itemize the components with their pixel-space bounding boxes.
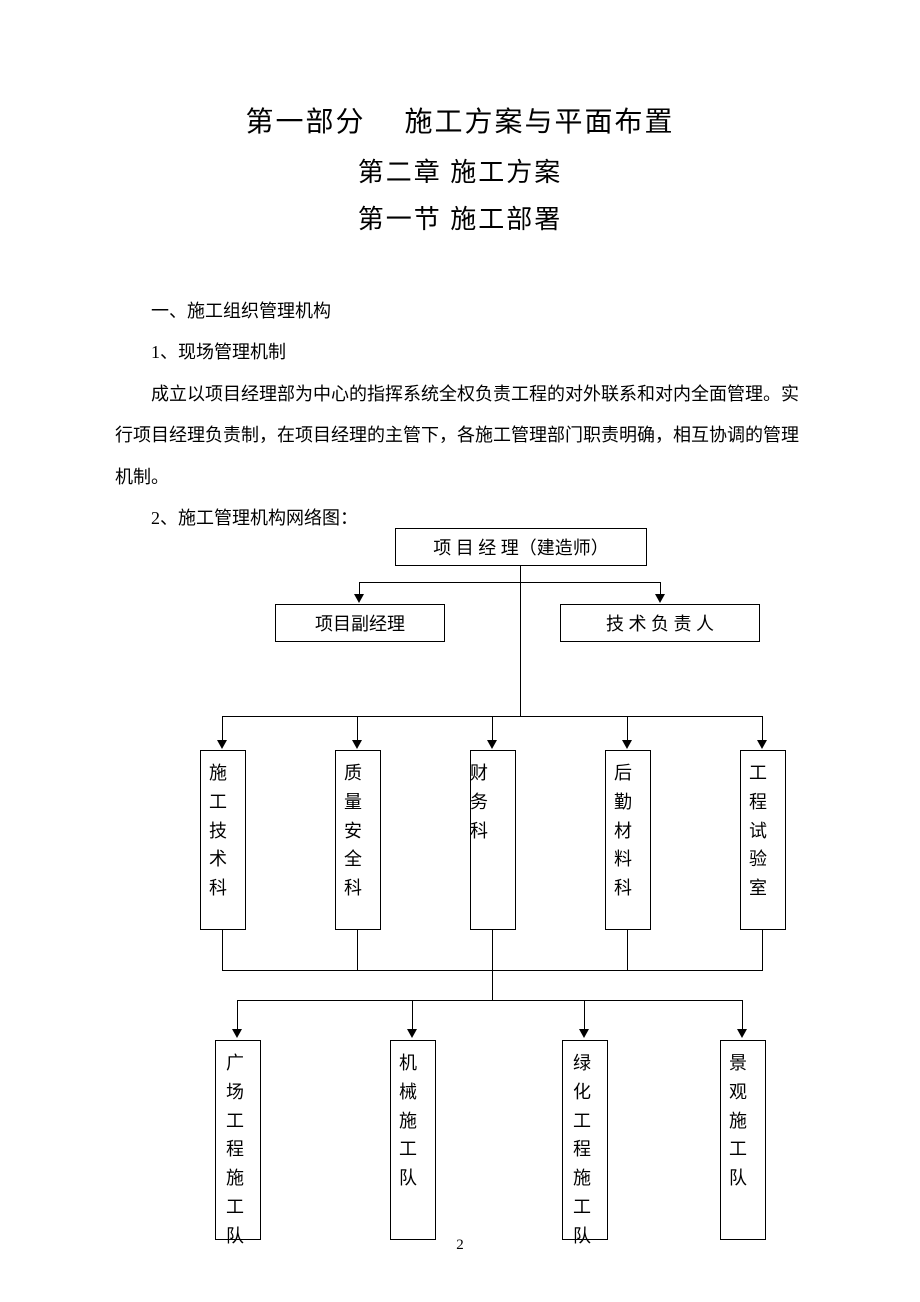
node-plaza-team: 广场工程施工队 <box>215 1040 261 1240</box>
node-label: 广场工程施工队 <box>226 1049 250 1251</box>
arrow-icon <box>352 740 362 749</box>
node-finance: 财务科 <box>470 750 516 930</box>
connector <box>222 930 223 970</box>
arrow-icon <box>655 594 665 603</box>
connector <box>237 1000 238 1030</box>
arrow-icon <box>579 1029 589 1038</box>
connector <box>492 970 493 1000</box>
node-label: 绿化工程施工队 <box>573 1049 597 1251</box>
node-label: 工程试验室 <box>749 759 777 903</box>
arrow-icon <box>487 740 497 749</box>
connector <box>584 1000 585 1030</box>
node-root: 项 目 经 理（建造师） <box>395 528 647 566</box>
connector <box>492 930 493 970</box>
connector <box>359 582 661 583</box>
arrow-icon <box>232 1029 242 1038</box>
chapter-title: 第二章 施工方案 <box>115 152 805 189</box>
arrow-icon <box>622 740 632 749</box>
arrow-icon <box>737 1029 747 1038</box>
connector <box>627 930 628 970</box>
connector <box>762 716 763 741</box>
connector <box>237 1000 743 1001</box>
node-label: 质量安全科 <box>344 759 372 903</box>
part-title: 第一部分 施工方案与平面布置 <box>115 100 805 140</box>
connector <box>762 930 763 970</box>
node-label: 技 术 负 责 人 <box>606 610 714 636</box>
body-text: 一、施工组织管理机构 1、现场管理机制 成立以项目经理部为中心的指挥系统全权负责… <box>115 291 805 539</box>
connector <box>492 716 493 741</box>
title-block: 第一部分 施工方案与平面布置 第二章 施工方案 第一节 施工部署 <box>115 100 805 236</box>
connector <box>357 930 358 970</box>
page-number: 2 <box>0 1237 920 1254</box>
section-title: 第一节 施工部署 <box>115 199 805 236</box>
node-greening-team: 绿化工程施工队 <box>562 1040 608 1240</box>
node-tech-lead: 技 术 负 责 人 <box>560 604 760 642</box>
arrow-icon <box>217 740 227 749</box>
node-quality-safety: 质量安全科 <box>335 750 381 930</box>
arrow-icon <box>757 740 767 749</box>
node-engineering-lab: 工程试验室 <box>740 750 786 930</box>
node-machinery-team: 机械施工队 <box>390 1040 436 1240</box>
node-label: 后勤材料科 <box>614 759 642 903</box>
heading-1: 一、施工组织管理机构 <box>115 291 805 332</box>
node-label: 财务科 <box>470 759 516 845</box>
arrow-icon <box>354 594 364 603</box>
connector <box>742 1000 743 1030</box>
org-chart: 项 目 经 理（建造师） 项目副经理 技 术 负 责 人 施工技术科 质量安全科… <box>0 510 920 1230</box>
connector <box>627 716 628 741</box>
arrow-icon <box>407 1029 417 1038</box>
node-logistics-material: 后勤材料科 <box>605 750 651 930</box>
node-label: 施工技术科 <box>209 759 237 903</box>
paragraph-1: 成立以项目经理部为中心的指挥系统全权负责工程的对外联系和对内全面管理。实行项目经… <box>115 374 805 498</box>
node-construction-tech: 施工技术科 <box>200 750 246 930</box>
connector <box>412 1000 413 1030</box>
connector <box>357 716 358 741</box>
heading-2: 1、现场管理机制 <box>115 332 805 373</box>
connector <box>520 566 521 716</box>
node-root-label: 项 目 经 理（建造师） <box>433 534 609 560</box>
node-deputy-manager: 项目副经理 <box>275 604 445 642</box>
node-label: 项目副经理 <box>315 610 405 636</box>
node-label: 机械施工队 <box>399 1049 427 1193</box>
node-landscape-team: 景观施工队 <box>720 1040 766 1240</box>
node-label: 景观施工队 <box>729 1049 757 1193</box>
connector <box>222 716 223 741</box>
